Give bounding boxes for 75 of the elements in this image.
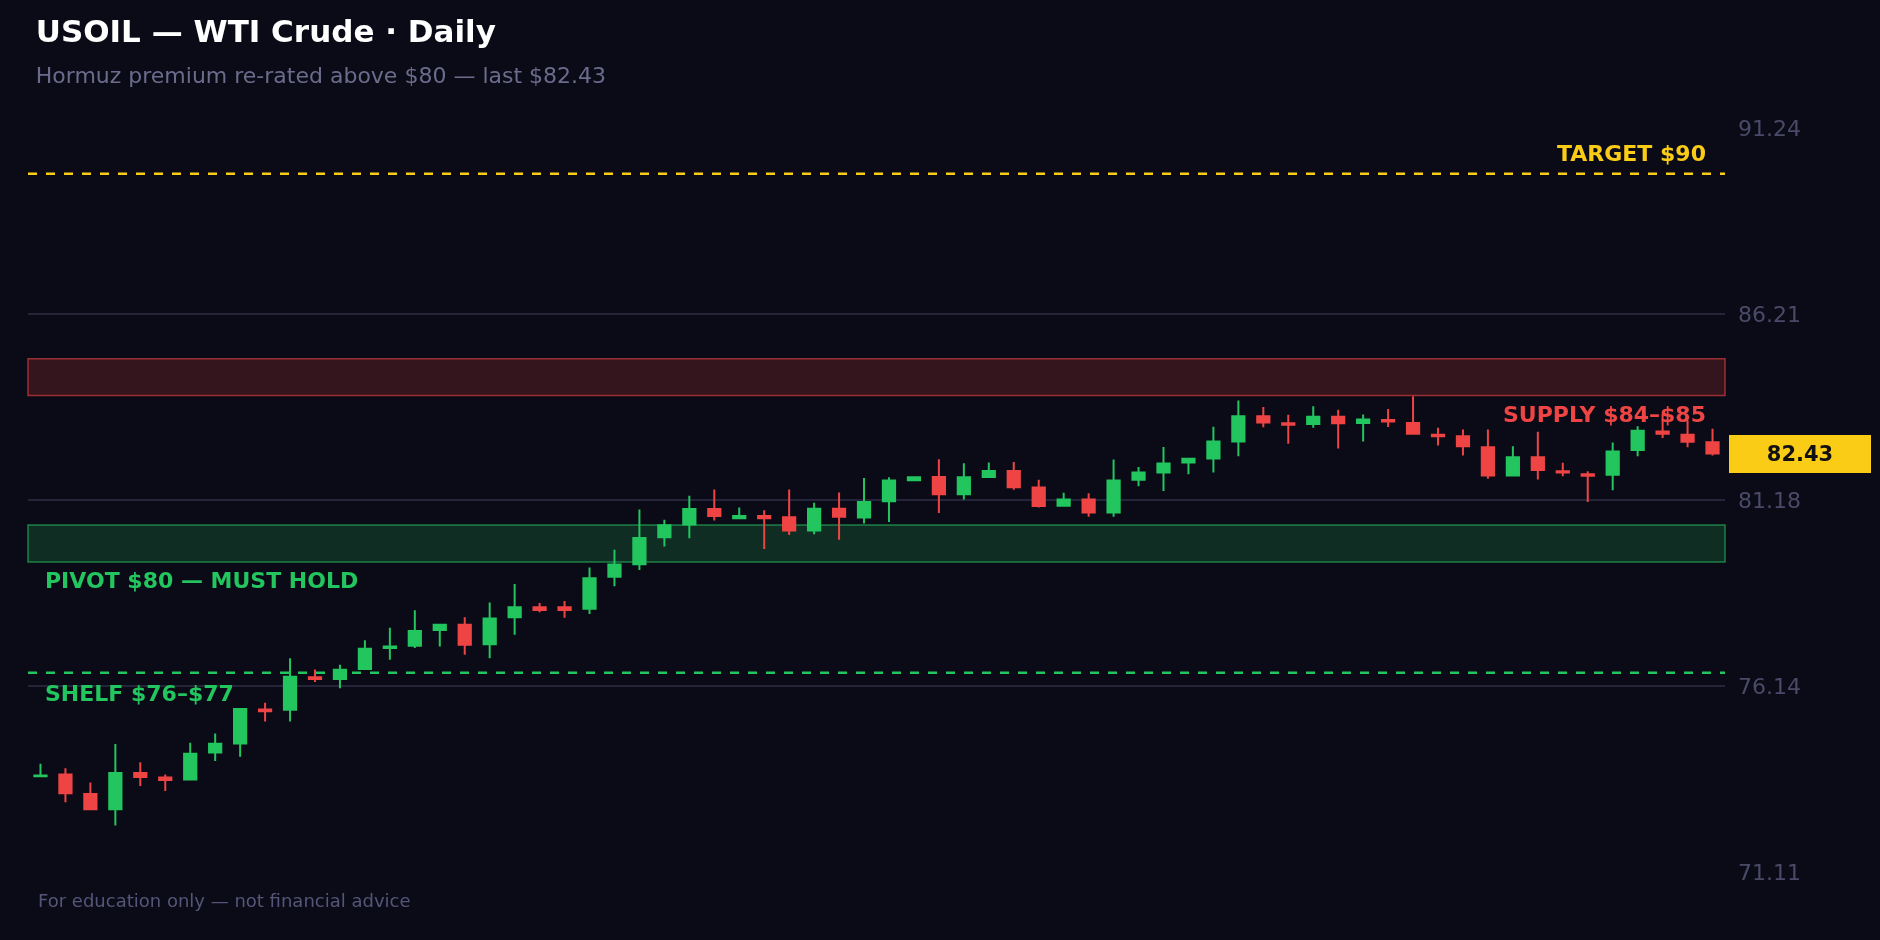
candlestick xyxy=(682,494,697,540)
candlestick xyxy=(1505,445,1520,477)
candlestick xyxy=(382,626,397,661)
candlestick xyxy=(307,668,323,684)
candlestick xyxy=(1106,458,1121,518)
candlestick xyxy=(133,761,148,787)
candlestick xyxy=(1480,428,1496,480)
y-tick-label: 76.14 xyxy=(1738,673,1801,699)
candlestick xyxy=(1455,428,1471,457)
candlestick xyxy=(1006,461,1021,491)
candlestick xyxy=(257,701,273,723)
candlestick xyxy=(108,743,123,827)
candlestick xyxy=(482,601,497,660)
candlestick xyxy=(881,476,897,523)
candlestick xyxy=(1231,399,1246,458)
candlestick xyxy=(632,508,647,572)
chart-subtitle: Hormuz premium re-rated above $80 — last $82.43 xyxy=(35,62,607,88)
candlestick xyxy=(507,583,522,636)
candlestick xyxy=(557,600,572,619)
candlestick xyxy=(1281,413,1296,445)
candlestick xyxy=(1380,407,1396,428)
candlestick xyxy=(931,458,946,515)
candlestick xyxy=(981,461,996,479)
band-label: SUPPLY $84–$85 xyxy=(1503,402,1706,427)
ref-line-label: TARGET $90 xyxy=(1557,141,1706,166)
y-tick-label: 71.11 xyxy=(1738,859,1801,885)
candlestick xyxy=(1356,413,1371,443)
candlestick xyxy=(657,518,672,548)
candlestick xyxy=(1256,406,1271,429)
candlestick xyxy=(1081,492,1096,518)
candlestick xyxy=(183,741,198,781)
candlestick xyxy=(1630,425,1645,458)
candlestick xyxy=(1181,457,1196,476)
candlestick xyxy=(1056,491,1071,508)
chart-title: USOIL — WTI Crude · Daily xyxy=(35,13,496,50)
text: For education only — not financial advice xyxy=(38,890,411,911)
y-tick-label: 86.21 xyxy=(1738,301,1801,327)
candlestick xyxy=(1331,408,1346,450)
candlestick xyxy=(956,462,971,501)
ref-line-label: SHELF $76–$77 xyxy=(45,681,234,706)
candlestick xyxy=(1605,441,1620,492)
candlestick xyxy=(357,639,373,671)
candlestick xyxy=(732,506,747,521)
candlestick xyxy=(1031,478,1046,509)
text: 82.43 xyxy=(1766,442,1834,466)
candlestick xyxy=(807,501,822,536)
candlestick xyxy=(532,601,547,614)
candlestick xyxy=(1131,465,1146,488)
candlestick xyxy=(233,706,248,758)
candlestick xyxy=(1306,405,1321,429)
candlestick xyxy=(1705,427,1720,457)
candlestick xyxy=(1430,426,1446,447)
candlestick xyxy=(407,609,422,650)
candlestick xyxy=(1405,395,1421,436)
candlestick xyxy=(1530,430,1545,481)
candlestick xyxy=(83,781,98,811)
candlestick xyxy=(457,616,472,656)
candlestick xyxy=(831,491,847,541)
candlestick xyxy=(1555,461,1570,478)
candlestick xyxy=(1156,445,1171,492)
candlestick xyxy=(58,767,73,804)
y-tick-label: 81.18 xyxy=(1738,487,1801,513)
band-label: PIVOT $80 — MUST HOLD xyxy=(45,568,359,593)
candlestick xyxy=(582,566,597,616)
candlestick xyxy=(158,773,173,793)
candlestick xyxy=(782,488,797,536)
y-tick-label: 91.24 xyxy=(1738,115,1801,141)
candlestick xyxy=(1580,470,1595,504)
candlestick xyxy=(707,488,722,522)
candlestick xyxy=(432,623,447,648)
candlestick xyxy=(208,732,223,763)
candlestick xyxy=(856,477,872,525)
candlestick xyxy=(1206,425,1221,474)
candlestick xyxy=(607,548,622,588)
candlestick xyxy=(757,509,772,550)
